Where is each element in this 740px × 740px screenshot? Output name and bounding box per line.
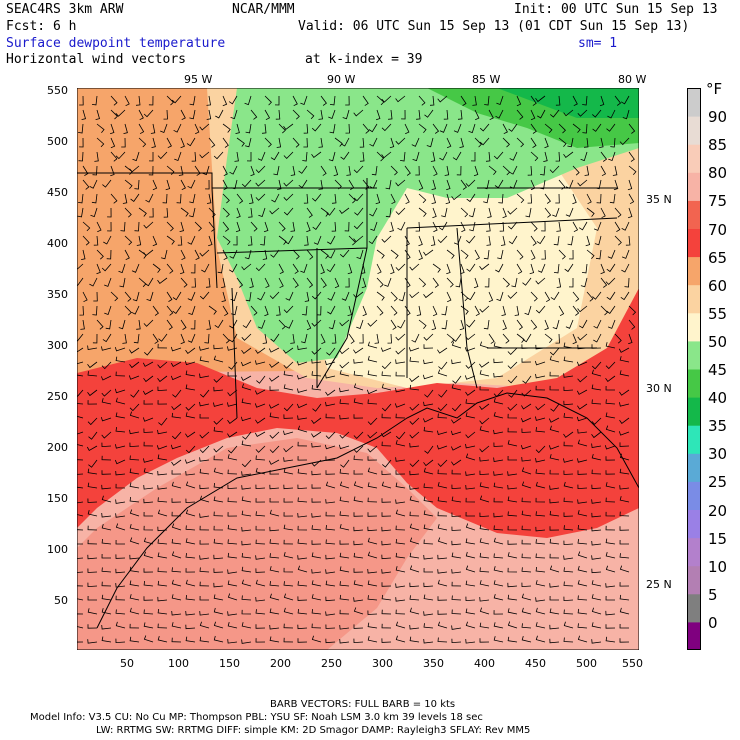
barb-legend: BARB VECTORS: FULL BARB = 10 kts	[270, 699, 456, 710]
y-tick: 450	[47, 186, 68, 199]
colorbar-swatch	[687, 256, 701, 286]
dewpoint-colorbar	[687, 88, 701, 650]
colorbar-label: 35	[708, 417, 728, 436]
field-title: Surface dewpoint temperature	[6, 36, 226, 51]
colorbar-swatch	[687, 228, 701, 258]
colorbar-swatch	[687, 369, 701, 398]
colorbar-label: 55	[708, 304, 728, 323]
y-tick: 550	[47, 84, 68, 97]
colorbar-label: 75	[708, 192, 728, 211]
colorbar-label: 50	[708, 332, 728, 351]
colorbar-swatch	[687, 565, 701, 595]
k-index-label: at k-index = 39	[305, 52, 423, 67]
colorbar-swatch	[687, 284, 701, 314]
y-tick: 100	[47, 543, 68, 556]
x-tick: 400	[474, 657, 495, 670]
colorbar-unit: °F	[706, 80, 723, 98]
x-tick: 300	[372, 657, 393, 670]
lat-label-30n: 30 N	[646, 382, 672, 395]
lon-label-80w: 80 W	[618, 73, 647, 86]
x-tick: 350	[423, 657, 444, 670]
colorbar-label: 60	[708, 276, 728, 295]
colorbar-label: 30	[708, 445, 728, 464]
colorbar-swatch	[687, 453, 701, 482]
lat-label-25n: 25 N	[646, 578, 672, 591]
dewpoint-region-darkgreen-2	[497, 88, 639, 118]
x-tick: 550	[622, 657, 643, 670]
x-tick: 200	[270, 657, 291, 670]
model-title: SEAC4RS 3km ARW	[6, 2, 124, 17]
lat-label-35n: 35 N	[646, 193, 672, 206]
colorbar-label: 10	[708, 557, 728, 576]
y-tick: 350	[47, 288, 68, 301]
colorbar-swatch	[687, 621, 701, 650]
colorbar-swatch	[687, 312, 701, 342]
smoothing-label: sm= 1	[578, 36, 618, 51]
colorbar-swatch	[687, 340, 701, 370]
colorbar-label: 80	[708, 164, 728, 183]
colorbar-swatch	[687, 116, 701, 145]
dewpoint-region-salmon	[77, 438, 437, 650]
state-borders	[77, 172, 618, 419]
colorbar-label: 65	[708, 248, 728, 267]
y-tick: 400	[47, 237, 68, 250]
model-info: Model Info: V3.5 CU: No Cu MP: Thompson …	[30, 712, 483, 723]
colorbar-label: 25	[708, 473, 728, 492]
org-label: NCAR/MMM	[232, 2, 295, 17]
colorbar-label: 0	[708, 613, 718, 632]
y-tick: 500	[47, 135, 68, 148]
valid-time: Valid: 06 UTC Sun 15 Sep 13 (01 CDT Sun …	[298, 19, 690, 34]
colorbar-label: 40	[708, 389, 728, 408]
colorbar-label: 15	[708, 529, 728, 548]
x-tick: 450	[525, 657, 546, 670]
lon-label-90w: 90 W	[327, 73, 356, 86]
init-time: Init: 00 UTC Sun 15 Sep 13	[514, 2, 718, 17]
x-tick: 150	[219, 657, 240, 670]
x-tick: 100	[168, 657, 189, 670]
y-tick: 200	[47, 441, 68, 454]
y-tick: 300	[47, 339, 68, 352]
x-tick: 50	[120, 657, 134, 670]
colorbar-swatch	[687, 88, 701, 117]
dewpoint-map	[77, 88, 639, 650]
x-tick: 500	[576, 657, 597, 670]
y-tick: 150	[47, 492, 68, 505]
wind-barbs	[77, 95, 637, 644]
field-subtitle: Horizontal wind vectors	[6, 52, 187, 67]
colorbar-label: 90	[708, 108, 728, 127]
colorbar-label: 70	[708, 220, 728, 239]
physics-info: LW: RRTMG SW: RRTMG DIFF: simple KM: 2D …	[96, 725, 531, 736]
colorbar-swatch	[687, 481, 701, 510]
colorbar-swatch	[687, 397, 701, 426]
x-tick: 250	[321, 657, 342, 670]
colorbar-label: 20	[708, 501, 728, 520]
lon-label-95w: 95 W	[184, 73, 213, 86]
dewpoint-region-red	[77, 288, 639, 538]
lon-label-85w: 85 W	[472, 73, 501, 86]
dewpoint-region-green	[217, 88, 639, 363]
colorbar-swatch	[687, 172, 701, 201]
colorbar-swatch	[687, 200, 701, 229]
y-tick: 50	[54, 594, 68, 607]
colorbar-swatch	[687, 593, 701, 623]
colorbar-label: 45	[708, 361, 728, 379]
forecast-hour: Fcst: 6 h	[6, 19, 77, 34]
y-tick: 250	[47, 390, 68, 403]
colorbar-swatch	[687, 509, 701, 539]
colorbar-label: 5	[708, 585, 718, 604]
colorbar-swatch	[687, 537, 701, 567]
colorbar-swatch	[687, 144, 701, 173]
colorbar-label: 85	[708, 136, 728, 155]
coastline	[96, 392, 639, 629]
colorbar-swatch	[687, 425, 701, 454]
